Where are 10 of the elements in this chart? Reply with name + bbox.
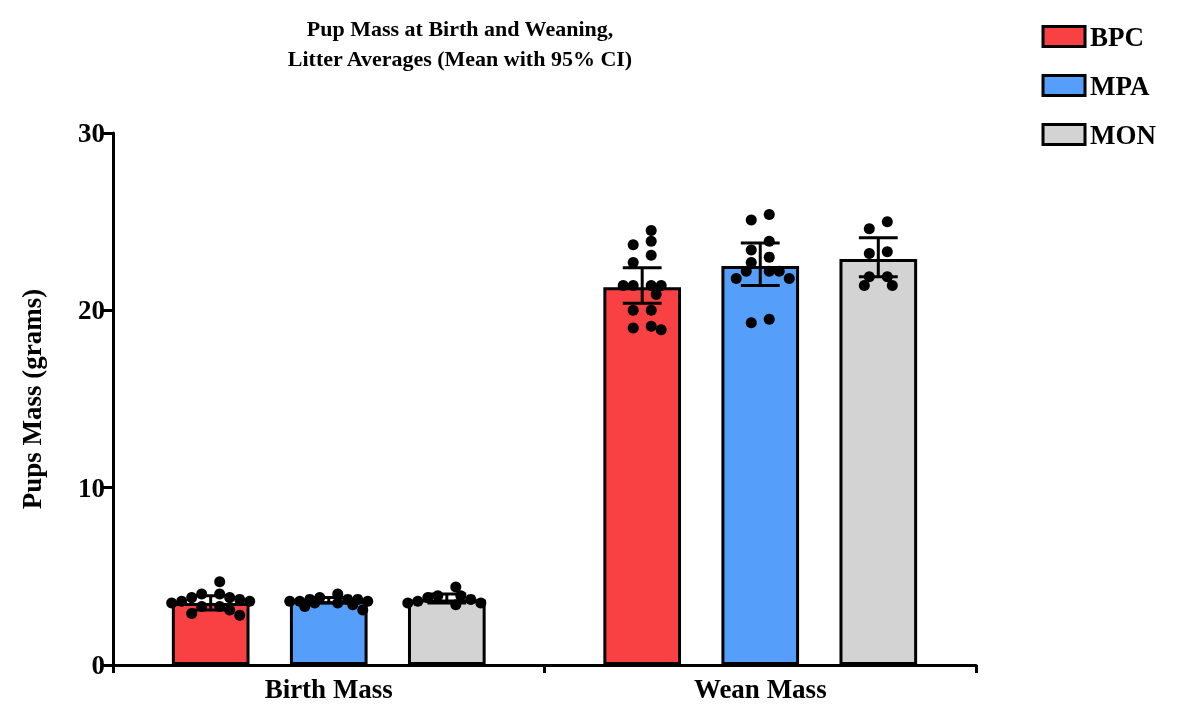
legend-label: MPA [1090, 70, 1150, 101]
legend-label: MON [1090, 119, 1157, 150]
y-tick-label: 10 [78, 472, 105, 503]
legend-label: BPC [1090, 21, 1145, 52]
x-tick-label: Wean Mass [693, 673, 827, 704]
x-tick-label: Birth Mass [264, 673, 393, 704]
y-axis-title: Pups Mass (grams) [16, 288, 47, 510]
chart-title: Pup Mass at Birth and Weaning, Litter Averages (Mean with 95% CI) [287, 15, 633, 71]
y-tick-label: 20 [78, 295, 105, 326]
y-tick-label: 30 [78, 118, 105, 148]
